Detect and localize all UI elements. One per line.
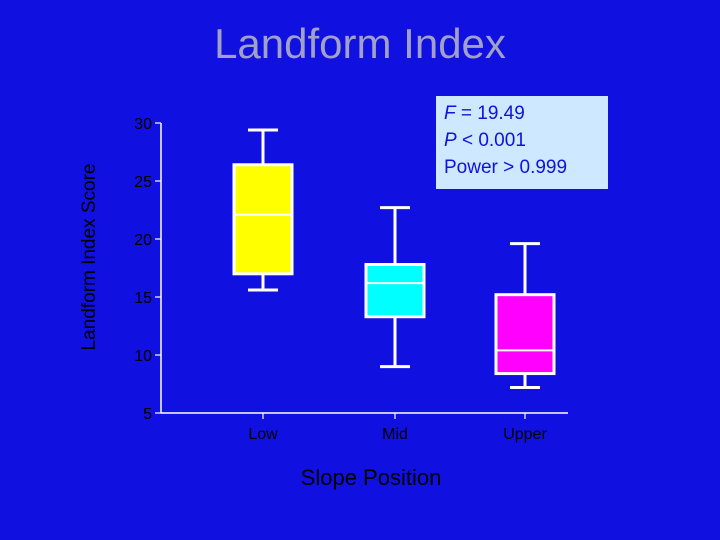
y-tick-label: 20 — [134, 232, 152, 249]
box-upper — [494, 293, 556, 376]
y-axis-title: Landform Index Score — [79, 164, 100, 351]
box-low — [232, 163, 294, 276]
y-tick-label: 30 — [134, 116, 152, 133]
f-statistic: F = 19.49 — [444, 100, 600, 127]
y-tick-label: 10 — [134, 348, 152, 365]
stats-box: F = 19.49 P < 0.001 Power > 0.999 — [436, 96, 608, 189]
p-symbol: P — [444, 130, 457, 151]
slide-title: Landform Index — [214, 20, 506, 67]
box-mid — [364, 263, 426, 319]
p-value: P < 0.001 — [444, 127, 600, 154]
y-tick-label: 5 — [143, 406, 152, 423]
x-tick-label: Low — [248, 426, 278, 443]
power-value: Power > 0.999 — [444, 157, 568, 178]
y-tick-label: 15 — [134, 290, 152, 307]
y-tick-label: 25 — [134, 174, 152, 191]
x-axis-title: Slope Position — [301, 465, 442, 490]
f-value: = 19.49 — [455, 103, 525, 124]
x-tick-label: Mid — [382, 426, 408, 443]
f-symbol: F — [444, 103, 456, 124]
x-tick-label: Upper — [503, 426, 547, 443]
p-value-text: < 0.001 — [456, 130, 526, 151]
